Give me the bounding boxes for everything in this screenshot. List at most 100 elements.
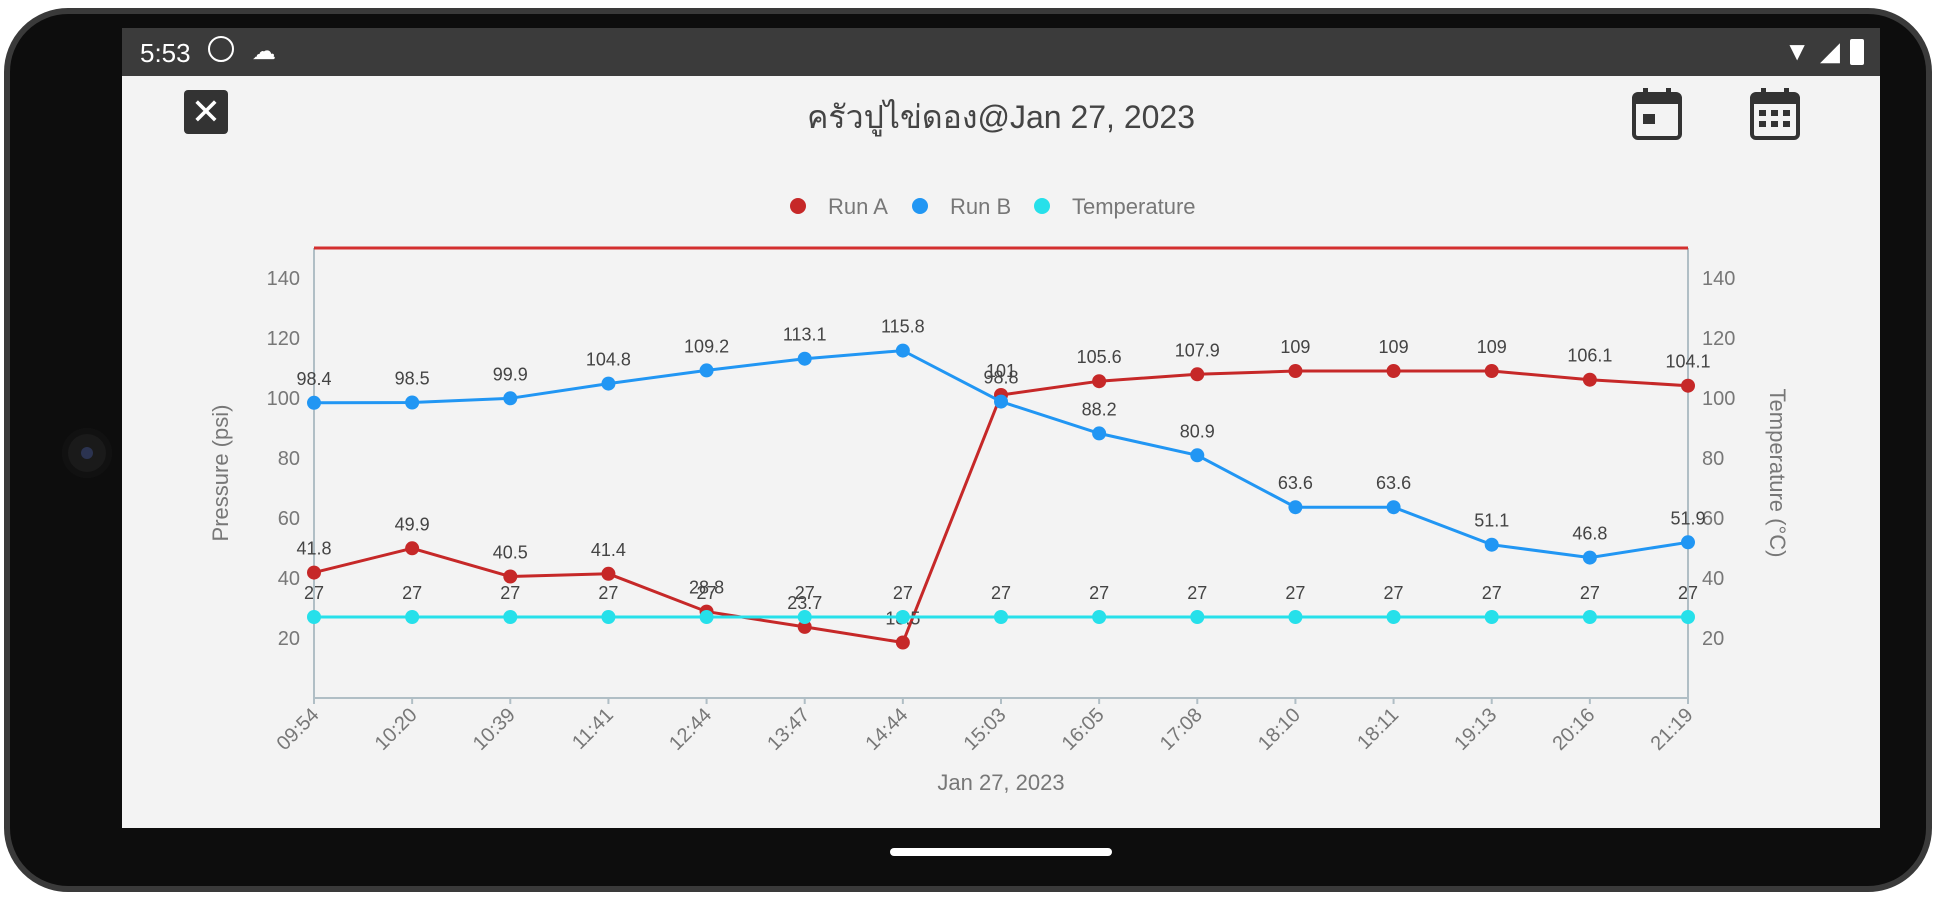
x-tick-label: 20:16 [1548,704,1599,755]
legend-label: Run A [828,194,888,219]
data-label: 27 [1678,583,1698,603]
y-tick-label-left: 20 [278,628,300,650]
y-tick-label-left: 40 [278,568,300,590]
data-point [895,610,910,624]
status-icons: ▼ ◢ [1784,36,1864,67]
data-label: 109 [1477,337,1507,357]
data-label: 107.9 [1175,340,1220,360]
legend-marker [1034,198,1050,214]
data-point [1190,448,1205,463]
data-point [1092,610,1107,624]
data-label: 88.2 [1082,399,1117,419]
y-tick-label-left: 100 [267,388,300,410]
data-point [503,569,518,584]
data-point [1582,372,1597,387]
data-label: 106.1 [1567,346,1612,366]
data-point [994,610,1008,624]
calendar-day-button[interactable] [1630,86,1684,142]
y-tick-label-right: 40 [1702,568,1724,590]
data-label: 27 [402,583,422,603]
close-button[interactable]: ✕ [184,90,228,134]
data-label: 27 [598,583,618,603]
data-point [1190,367,1205,382]
data-point [797,610,812,624]
data-point [994,394,1008,409]
data-label: 27 [304,583,324,603]
data-label: 104.8 [586,350,631,370]
x-tick-label: 12:44 [665,704,716,755]
data-point [797,351,812,366]
signal-icon: ◢ [1820,36,1840,66]
y-tick-label-right: 60 [1702,508,1724,530]
data-label: 27 [697,583,717,603]
data-point [503,391,518,406]
data-point [1681,378,1695,393]
y-tick-label-right: 80 [1702,448,1724,470]
data-point [1484,537,1499,552]
data-point [405,541,420,556]
data-point [1386,364,1401,378]
data-point [601,566,616,581]
legend-marker [790,198,806,214]
data-point [1288,610,1303,624]
data-label: 27 [1482,583,1502,603]
data-point [1484,610,1499,624]
data-point [1386,500,1401,515]
battery-icon [1850,38,1864,65]
data-point [699,610,714,624]
data-label: 27 [795,583,815,603]
data-point [1288,500,1303,515]
data-label: 113.1 [783,325,827,345]
data-label: 51.9 [1670,508,1705,528]
close-icon: ✕ [190,91,222,132]
data-point [1582,550,1597,565]
data-point [1386,610,1401,624]
calendar-range-icon [1750,88,1800,140]
legend-label: Run B [950,194,1011,219]
data-label: 98.4 [296,369,331,389]
data-point [405,395,420,410]
data-point [1092,426,1107,441]
data-point [1681,535,1695,550]
data-point [1582,610,1597,624]
data-label: 109 [1379,337,1409,357]
data-label: 49.9 [395,514,430,534]
front-camera [62,428,112,478]
y-tick-label-right: 140 [1702,268,1735,290]
y-tick-label-right: 20 [1702,628,1724,650]
data-label: 23.7 [787,593,822,613]
y-axis-title-right: Temperature (°C) [1765,389,1790,558]
globe-icon [208,36,234,62]
x-tick-label: 13:47 [763,704,814,755]
home-gesture-bar[interactable] [890,848,1112,856]
data-label: 28.8 [689,578,724,598]
data-point [895,635,910,650]
status-time: 5:53 [140,38,191,68]
x-tick-label: 18:11 [1353,704,1403,754]
cloud-icon: ☁ [252,38,276,65]
x-tick-label: 19:13 [1450,704,1501,755]
y-tick-label-left: 120 [267,328,300,350]
data-label: 80.9 [1180,421,1215,441]
calendar-range-button[interactable] [1748,86,1802,142]
data-label: 51.1 [1474,511,1509,531]
y-tick-label-right: 120 [1702,328,1735,350]
data-label: 115.8 [881,317,925,337]
data-label: 27 [1384,583,1404,603]
data-label: 99.9 [493,364,528,384]
legend-label: Temperature [1072,194,1196,219]
data-label: 63.6 [1376,473,1411,493]
x-tick-label: 18:10 [1254,704,1305,755]
data-point [503,610,518,624]
x-tick-label: 11:41 [568,704,618,754]
data-label: 27 [1089,583,1109,603]
data-label: 27 [1580,583,1600,603]
x-axis-title: Jan 27, 2023 [937,770,1064,795]
data-label: 41.4 [591,540,626,560]
y-tick-label-right: 100 [1702,388,1735,410]
data-point [307,565,321,580]
x-tick-label: 16:05 [1058,704,1109,755]
legend-marker [912,198,928,214]
y-tick-label-left: 80 [278,448,300,470]
data-point [797,619,812,634]
